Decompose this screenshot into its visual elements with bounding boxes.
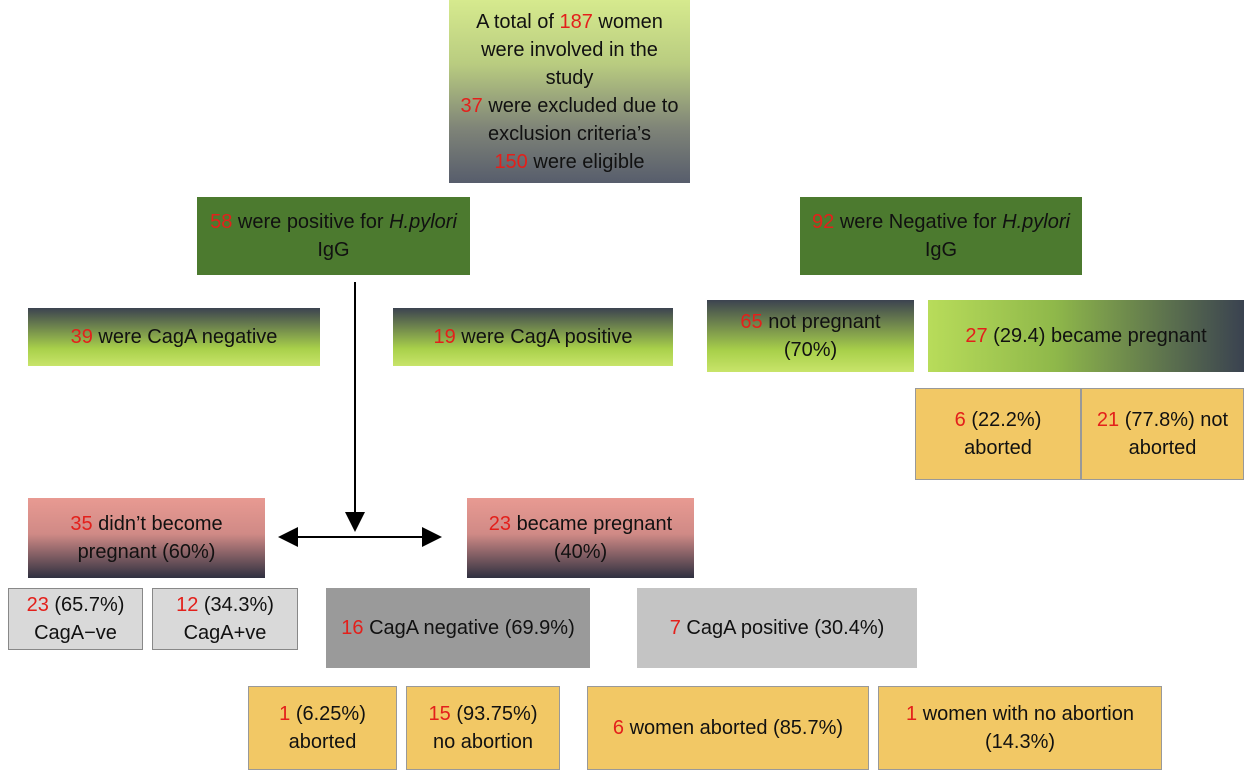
label: 65 not pregnant (70%) (715, 308, 906, 364)
text: became pregnant (40%) (516, 513, 673, 563)
number: 23 (26, 594, 49, 616)
number: 15 (428, 703, 451, 725)
text: CagA negative (69.9%) (369, 617, 575, 639)
label: 1 (6.25%) aborted (257, 700, 388, 756)
box: 6 women aborted (85.7%) (587, 686, 869, 770)
label: 92 were Negative for H.pylori IgG (812, 208, 1070, 264)
text: (77.8%) not aborted (1124, 409, 1229, 459)
number: 19 (433, 326, 456, 348)
text: CagA positive (30.4%) (686, 617, 885, 639)
text: didn’t become pregnant (60%) (77, 513, 223, 563)
number: 1 (279, 703, 291, 725)
box: 35 didn’t become pregnant (60%) (28, 498, 265, 578)
text: women aborted (85.7%) (629, 717, 844, 739)
number: 6 (954, 409, 966, 431)
number: 16 (341, 617, 364, 639)
text: IgG (317, 239, 350, 261)
label: 21 (77.8%) not aborted (1090, 406, 1235, 462)
italic-text: H.pylori (1002, 211, 1070, 233)
box: 6 (22.2%) aborted (915, 388, 1081, 480)
text: (29.4) became pregnant (993, 325, 1207, 347)
label: 1 women with no abortion (14.3%) (887, 700, 1153, 756)
text: A total of (476, 10, 554, 33)
text: were excluded due to exclusion criteria’… (487, 94, 679, 145)
number: 65 (740, 311, 763, 333)
label: 27 (29.4) became pregnant (965, 322, 1206, 350)
label: 7 CagA positive (30.4%) (670, 614, 885, 642)
number: 150 (494, 150, 528, 173)
label: 35 didn’t become pregnant (60%) (36, 510, 257, 566)
box: 23 became pregnant (40%) (467, 498, 694, 578)
box: 7 CagA positive (30.4%) (637, 588, 917, 668)
label: 16 CagA negative (69.9%) (341, 614, 575, 642)
line: 150 were eligible (494, 148, 644, 176)
label: 39 were CagA negative (71, 323, 278, 351)
number: 7 (669, 617, 681, 639)
box: 65 not pregnant (70%) (707, 300, 914, 372)
text: were positive for (237, 211, 384, 233)
line: 37 were excluded due to exclusion criter… (457, 92, 682, 148)
box: 1 (6.25%) aborted (248, 686, 397, 770)
label: 58 were positive for H.pylori IgG (210, 208, 457, 264)
number: 39 (70, 326, 93, 348)
box: 27 (29.4) became pregnant (928, 300, 1244, 372)
text: not pregnant (70%) (768, 311, 881, 361)
label: 23 (65.7%) CagA−ve (17, 591, 134, 647)
text: were CagA negative (98, 326, 278, 348)
label: 15 (93.75%) no abortion (415, 700, 551, 756)
text: (34.3%) CagA+ve (183, 594, 274, 644)
text: (22.2%) aborted (964, 409, 1042, 459)
text: were Negative for (839, 211, 997, 233)
text: (6.25%) aborted (288, 703, 366, 753)
label: 23 became pregnant (40%) (475, 510, 686, 566)
text: women were involved in the study (481, 10, 663, 89)
box: 58 were positive for H.pylori IgG (197, 197, 470, 275)
box: 23 (65.7%) CagA−ve (8, 588, 143, 650)
number: 1 (906, 703, 918, 725)
box: 39 were CagA negative (28, 308, 320, 366)
number: 6 (612, 717, 625, 739)
label: 6 women aborted (85.7%) (613, 714, 843, 742)
box: 1 women with no abortion (14.3%) (878, 686, 1162, 770)
box: 16 CagA negative (69.9%) (326, 588, 590, 668)
text: were eligible (533, 150, 645, 173)
box: 15 (93.75%) no abortion (406, 686, 560, 770)
number: 35 (70, 513, 93, 535)
line: A total of 187 women were involved in th… (457, 8, 682, 92)
number: 27 (965, 325, 988, 347)
box: 92 were Negative for H.pylori IgG (800, 197, 1082, 275)
text: (65.7%) CagA−ve (34, 594, 125, 644)
text: (93.75%) no abortion (432, 703, 538, 753)
box: 21 (77.8%) not aborted (1081, 388, 1244, 480)
number: 187 (559, 10, 593, 33)
total-box: A total of 187 women were involved in th… (449, 0, 690, 183)
number: 37 (460, 94, 483, 117)
text: were CagA positive (461, 326, 633, 348)
number: 12 (176, 594, 199, 616)
text: women with no abortion (14.3%) (922, 703, 1134, 753)
italic-text: H.pylori (389, 211, 457, 233)
number: 58 (210, 211, 233, 233)
label: 6 (22.2%) aborted (924, 406, 1072, 462)
label: 19 were CagA positive (433, 323, 632, 351)
text: IgG (924, 239, 958, 261)
box: 12 (34.3%) CagA+ve (152, 588, 298, 650)
box: 19 were CagA positive (393, 308, 673, 366)
number: 21 (1096, 409, 1120, 431)
number: 92 (812, 211, 835, 233)
label: 12 (34.3%) CagA+ve (161, 591, 289, 647)
number: 23 (488, 513, 511, 535)
